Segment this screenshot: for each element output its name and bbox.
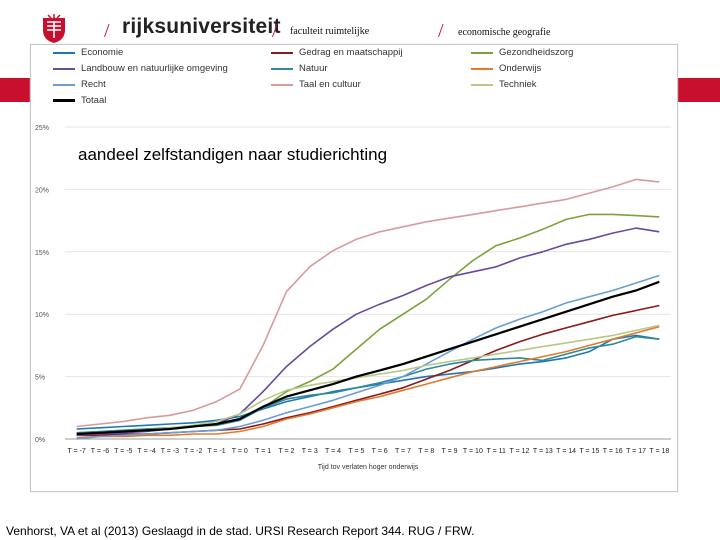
legend-label: Techniek — [499, 79, 537, 90]
series-line-landbouw-en-natuurlijke-omgeving — [76, 227, 660, 437]
x-tick-label: T = 18 — [649, 448, 669, 455]
x-tick-label: T = 13 — [533, 448, 553, 455]
legend-item: Totaal — [53, 95, 106, 106]
x-tick-label: T = -2 — [184, 448, 202, 455]
x-tick-label: T = 6 — [372, 448, 388, 455]
legend-item: Onderwijs — [471, 63, 541, 74]
x-tick-label: T = 3 — [302, 448, 318, 455]
legend-label: Onderwijs — [499, 63, 542, 74]
legend-label: Economie — [81, 47, 124, 58]
x-tick-label: T = 1 — [255, 448, 271, 455]
y-tick-label: 10% — [35, 312, 49, 319]
legend-swatch — [53, 99, 75, 102]
legend-swatch — [471, 51, 493, 54]
legend-item: Gedrag en maatschappij — [271, 47, 403, 58]
separator-slash: / — [272, 20, 278, 42]
source-citation: Venhorst, VA et al (2013) Geslaagd in de… — [6, 524, 475, 538]
legend-item: Recht — [53, 79, 106, 90]
legend-item: Natuur — [271, 63, 328, 74]
y-tick-label: 5% — [35, 375, 45, 382]
legend-swatch — [271, 83, 293, 86]
y-tick-label: 20% — [35, 187, 49, 194]
series-line-totaal — [76, 280, 660, 436]
x-tick-label: T = 15 — [579, 448, 599, 455]
x-tick-label: T = -3 — [161, 448, 179, 455]
x-tick-label: T = 7 — [395, 448, 411, 455]
legend-swatch — [53, 83, 75, 86]
chart-title: aandeel zelfstandigen naar studierichtin… — [76, 145, 390, 165]
faculty-name: faculteit ruimtelijke — [290, 26, 370, 37]
separator-slash: / — [438, 20, 444, 42]
chart-panel: Economie Gedrag en maatschappij Gezondheid… — [30, 44, 678, 492]
legend-item: Economie — [53, 47, 123, 58]
legend-swatch — [271, 67, 293, 70]
legend-swatch — [271, 51, 293, 54]
separator-slash: / — [104, 20, 110, 42]
x-tick-label: T = 8 — [418, 448, 434, 455]
x-tick-label: T = 5 — [348, 448, 364, 455]
legend-swatch — [53, 51, 75, 54]
x-tick-label: T = 12 — [510, 448, 530, 455]
legend-swatch — [471, 67, 493, 70]
x-tick-label: T = -5 — [114, 448, 132, 455]
x-tick-label: T = 11 — [486, 448, 506, 455]
x-tick-label: T = 17 — [626, 448, 646, 455]
legend-item: Landbouw en natuurlijke omgeving — [53, 63, 228, 74]
x-tick-label: T = 16 — [603, 448, 623, 455]
series-line-taal-en-cultuur — [76, 178, 660, 428]
series-line-techniek — [76, 324, 660, 435]
legend-label: Landbouw en natuurlijke omgeving — [81, 63, 228, 74]
legend-label: Gedrag en maatschappij — [299, 47, 403, 58]
slide-header: / rijksuniversiteit / faculteit ruimteli… — [0, 0, 720, 46]
legend-item: Taal en cultuur — [271, 79, 361, 90]
legend-swatch — [53, 67, 75, 70]
legend-label: Totaal — [81, 95, 107, 106]
x-tick-label: T = 10 — [463, 448, 483, 455]
x-tick-label: T = 2 — [278, 448, 294, 455]
x-tick-label: T = -6 — [91, 448, 109, 455]
legend-item: Techniek — [471, 79, 537, 90]
university-name: rijksuniversiteit — [122, 15, 281, 38]
legend-item: Gezondheidszorg — [471, 47, 573, 58]
series-line-natuur — [76, 335, 660, 434]
y-tick-label: 25% — [35, 125, 49, 132]
legend-label: Gezondheidszorg — [499, 47, 574, 58]
y-tick-label: 0% — [35, 437, 45, 444]
x-tick-label: T = 9 — [442, 448, 458, 455]
university-crest-icon — [43, 14, 65, 43]
series-line-onderwijs — [76, 325, 660, 439]
line-chart: 0% 5% 10% 15% 20% 25% T = -7 T = -6 T = -5 T = -4… — [35, 125, 671, 471]
chart-legend: Economie Gedrag en maatschappij Gezondheid… — [31, 45, 677, 111]
series-line-gezondheidszorg — [76, 213, 660, 434]
legend-swatch — [471, 83, 493, 86]
x-tick-label: T = -7 — [67, 448, 85, 455]
legend-label: Recht — [81, 79, 106, 90]
x-tick-label: T = 4 — [325, 448, 341, 455]
legend-label: Natuur — [299, 63, 328, 74]
x-tick-label: T = 0 — [232, 448, 248, 455]
x-tick-label: T = -1 — [207, 448, 225, 455]
legend-label: Taal en cultuur — [299, 79, 361, 90]
x-tick-label: T = -4 — [137, 448, 155, 455]
x-tick-label: T = 14 — [556, 448, 576, 455]
x-axis-label: Tijd tov verlaten hoger onderwijs — [318, 464, 419, 471]
department-name: economische geografie — [458, 27, 551, 38]
y-tick-label: 15% — [35, 250, 49, 257]
series-line-recht — [76, 274, 660, 440]
